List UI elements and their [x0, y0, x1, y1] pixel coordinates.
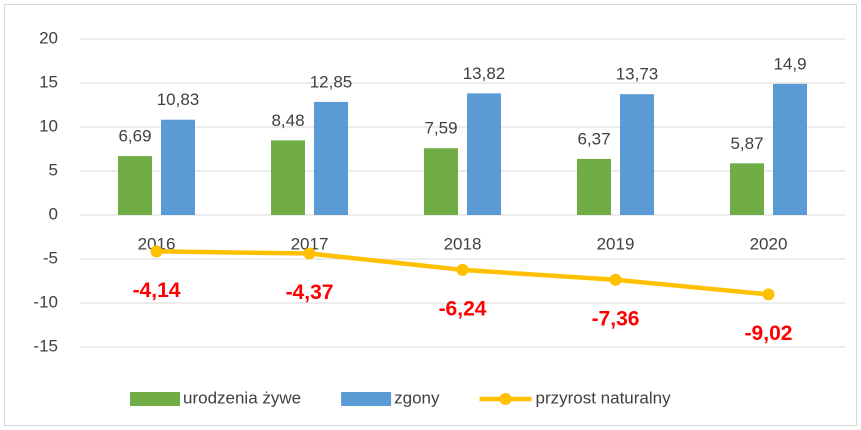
y-tick-label: -5 — [43, 248, 58, 267]
y-tick-label: -10 — [33, 292, 58, 311]
line-marker — [762, 288, 775, 301]
legend-swatch — [341, 392, 392, 406]
data-label: -9,02 — [745, 322, 793, 345]
data-label: 10,83 — [157, 90, 200, 109]
data-label: 8,48 — [271, 111, 304, 130]
legend-swatch — [499, 393, 512, 405]
legend-label: urodzenia żywe — [183, 388, 301, 407]
bar — [577, 158, 611, 215]
y-tick-label: -15 — [33, 336, 58, 355]
y-tick-label: 5 — [49, 160, 58, 179]
data-label: 6,37 — [577, 129, 610, 148]
data-label: -7,36 — [592, 307, 640, 330]
y-tick-label: 10 — [39, 116, 58, 135]
bar — [620, 94, 654, 215]
bar — [730, 163, 764, 215]
x-tick-label: 2020 — [750, 234, 788, 253]
data-label: -4,14 — [133, 279, 181, 302]
data-label: -4,37 — [286, 281, 334, 304]
x-tick-label: 2016 — [138, 234, 176, 253]
line-marker — [150, 245, 163, 258]
bar — [467, 93, 501, 215]
legend-label: przyrost naturalny — [536, 388, 672, 407]
bar — [271, 140, 305, 215]
x-tick-label: 2018 — [444, 234, 482, 253]
bar — [773, 83, 807, 215]
y-tick-label: 20 — [39, 28, 58, 47]
bar — [424, 148, 458, 215]
data-label: 6,69 — [118, 127, 151, 146]
data-label: 13,82 — [463, 64, 506, 83]
data-label: 13,73 — [616, 65, 659, 84]
line-marker — [303, 247, 316, 260]
legend-swatch — [130, 392, 180, 406]
data-label: -6,24 — [439, 297, 487, 320]
y-tick-label: 15 — [39, 72, 58, 91]
legend-label: zgony — [394, 388, 440, 407]
data-label: 14,9 — [773, 54, 806, 73]
x-tick-label: 2019 — [597, 234, 635, 253]
data-label: 7,59 — [424, 119, 457, 138]
bar — [161, 119, 195, 215]
bar — [314, 101, 348, 215]
x-tick-label: 2017 — [291, 234, 329, 253]
bar — [118, 156, 152, 215]
y-tick-label: 0 — [49, 204, 58, 223]
line-marker — [609, 273, 622, 286]
data-label: 12,85 — [310, 72, 353, 91]
line-marker — [456, 263, 469, 276]
data-label: 5,87 — [730, 134, 763, 153]
